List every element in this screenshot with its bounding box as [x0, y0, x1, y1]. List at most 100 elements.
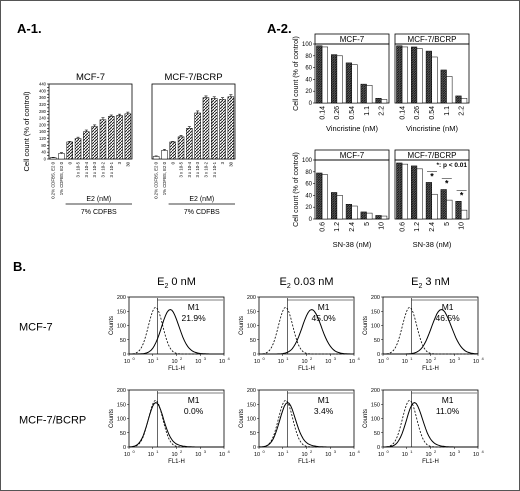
x-tick-label: 1.2 [414, 222, 421, 232]
chart-a2-vcr-bcrp: MCF-7/BCRP 0.14 0.26 0.54 1.1 2.2 Vincristine … [394, 33, 470, 133]
bar-s0-4 [455, 95, 462, 104]
x-tick-label: 10 [124, 452, 130, 458]
bar-s1-1 [416, 168, 423, 220]
x-tick-exponent: 4 [228, 356, 231, 361]
x-tick-label: 10 [425, 359, 431, 365]
x-tick-label: 3 x 10-2 [203, 161, 208, 177]
bar-8 [219, 99, 226, 160]
y-tick-label: 400 [39, 88, 47, 93]
significance-star: * [430, 171, 434, 181]
histogram-frame [128, 296, 225, 355]
bar-s1-1 [336, 195, 343, 220]
x-tick-label: 2.2 [379, 106, 386, 116]
x-tick-exponent: 4 [228, 449, 231, 454]
y-tick-label: 100 [247, 417, 256, 423]
x-tick-label: 10 [195, 359, 201, 365]
chart-title: MCF-7 [340, 35, 365, 44]
y-axis-label: Counts [109, 409, 115, 428]
e-prefix: E [157, 276, 164, 288]
x-tick-exponent: 4 [358, 449, 361, 454]
y-tick-label: 60 [305, 66, 312, 72]
x-tick-label: 2.4 [429, 222, 436, 232]
x-tick-label: 10 [124, 359, 130, 365]
chart-a1-bcrp: MCF-7/BCRP 0.2% CDFBS, E2 0 1% CDFBS, E2 0… [151, 72, 236, 216]
x-tick-label: 10 [219, 359, 225, 365]
x-tick-exponent: 3 [458, 356, 461, 361]
bar-1 [161, 150, 168, 160]
m1-gate-label: M1 [442, 395, 454, 405]
x-tick-label: 1% CDFBS, E2 0 [59, 161, 64, 195]
y-tick-label: 200 [371, 295, 380, 301]
bar-s1-4 [381, 99, 388, 104]
y-tick-label: 0 [253, 352, 256, 358]
bar-8 [116, 115, 123, 160]
x-tick-label: 5 [444, 222, 451, 226]
x-tick-label: 0.54 [429, 106, 436, 120]
chart-title: MCF-7/BCRP [164, 72, 222, 83]
m1-gate-label: M1 [442, 302, 454, 312]
x-tick-label: 30 [125, 161, 130, 166]
x-tick-label: 3 [117, 161, 122, 164]
y-tick-label: 120 [39, 136, 47, 141]
x-tick-label: 3 x 10-1 [212, 161, 217, 177]
x-tick-label: 0.6 [319, 222, 326, 232]
x-axis-label: FL1-H [168, 459, 185, 465]
x-tick-exponent: 0 [263, 449, 266, 454]
y-tick-label: 320 [39, 102, 47, 107]
bar-s0-4 [375, 98, 382, 104]
x-tick-label: 0.2% CDFBS, E2 0 [51, 161, 56, 198]
x-tick-exponent: 1 [286, 356, 289, 361]
plot-frame [151, 83, 236, 160]
bar-s0-3 [440, 189, 447, 220]
x-tick-label: 0.26 [414, 106, 421, 120]
x-axis-label: E2 (nM) [189, 196, 214, 203]
x-tick-label: 10 [301, 452, 307, 458]
bar-s0-0 [396, 45, 403, 104]
x-tick-label: 3 x 10-4 [187, 161, 192, 177]
bar-s0-3 [360, 83, 367, 104]
x-tick-exponent: 2 [180, 356, 183, 361]
x-tick-label: 10 [402, 359, 408, 365]
y-tick-label: 360 [39, 95, 47, 100]
bar-0 [49, 157, 57, 160]
x-tick-label: 10 [378, 359, 384, 365]
chart-title: MCF-7 [340, 151, 365, 160]
bar-s1-3 [366, 85, 373, 104]
x-tick-label: 0.14 [399, 106, 406, 120]
x-tick-label: 10 [349, 359, 355, 365]
bar-s1-2 [431, 193, 438, 220]
bar-s1-3 [366, 212, 373, 220]
x-tick-exponent: 1 [410, 449, 413, 454]
x-tick-label: 0 [170, 161, 175, 164]
x-tick-exponent: 0 [387, 449, 390, 454]
column-label-2: E2 3 nM [411, 276, 450, 290]
bar-s1-2 [351, 64, 358, 104]
x-tick-label: 0.6 [399, 222, 406, 232]
x-tick-label: 3 x 10-3 [92, 161, 97, 177]
histogram-frame [258, 296, 355, 355]
flow-panel-5: 050100150200Counts100101102103104FL1-HM1… [363, 388, 485, 465]
x-tick-label: 0 [67, 161, 72, 164]
bar-s1-4 [461, 209, 468, 220]
bar-2 [169, 141, 176, 160]
y-tick-label: 0 [123, 445, 126, 451]
chart-title: MCF-7/BCRP [408, 35, 457, 44]
panel-label-a1: A-1. [17, 21, 42, 36]
bar-s0-2 [345, 62, 352, 104]
flow-panel-2: 050100150200Counts100101102103104FL1-HM1… [363, 295, 485, 372]
bar-9 [227, 96, 235, 160]
y-tick-label: 0 [377, 445, 380, 451]
y-tick-label: 200 [117, 388, 126, 394]
x-axis-label: FL1-H [422, 459, 439, 465]
flow-panel-3: 050100150200Counts100101102103104FL1-HM1… [109, 388, 231, 465]
bar-s1-3 [446, 199, 453, 220]
bar-s0-1 [411, 165, 418, 220]
x-tick-label: 3 x 10-1 [109, 161, 114, 177]
e-prefix: E [279, 276, 286, 288]
bar-5 [194, 112, 201, 160]
control-histogram [128, 399, 224, 448]
y-tick-label: 0 [377, 352, 380, 358]
x-tick-label: 10 [325, 359, 331, 365]
group-label: 7% CDFBS [184, 209, 220, 216]
